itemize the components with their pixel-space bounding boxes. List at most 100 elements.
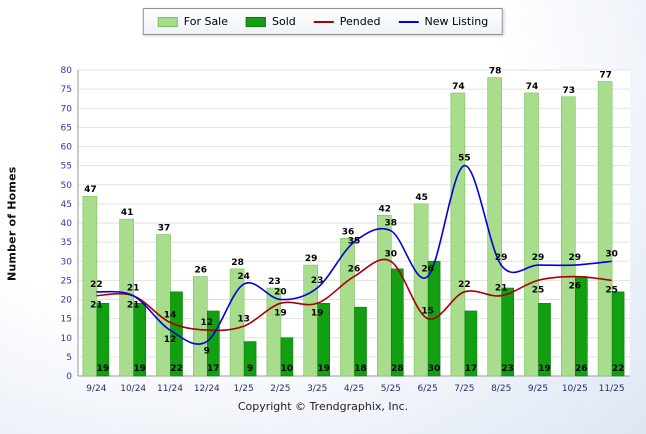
bar-for-sale (450, 92, 466, 377)
svg-text:28: 28 (231, 258, 244, 268)
svg-text:5/25: 5/25 (381, 384, 401, 394)
bar-sold (280, 337, 294, 377)
pended-swatch (313, 20, 334, 23)
svg-text:17: 17 (465, 364, 478, 374)
legend: For Sale Sold Pended New Listing (142, 8, 504, 35)
svg-text:9: 9 (247, 364, 253, 374)
legend-item-sold: Sold (246, 15, 296, 28)
copyright-text: Copyright © Trendgraphix, Inc. (237, 400, 409, 413)
svg-text:30: 30 (428, 364, 441, 374)
svg-text:20: 20 (274, 288, 287, 298)
for-sale-swatch (157, 16, 178, 27)
svg-text:26: 26 (575, 364, 588, 374)
svg-text:45: 45 (415, 193, 428, 203)
svg-text:19: 19 (317, 364, 330, 374)
svg-text:60: 60 (61, 143, 73, 153)
svg-text:19: 19 (538, 364, 551, 374)
legend-label-new-listing: New Listing (424, 15, 489, 28)
bar-for-sale (376, 215, 392, 377)
svg-text:23: 23 (501, 364, 514, 374)
svg-text:22: 22 (90, 280, 103, 290)
bar-for-sale (82, 195, 98, 377)
svg-text:10/24: 10/24 (120, 384, 146, 394)
svg-text:2/25: 2/25 (270, 384, 290, 394)
svg-text:80: 80 (61, 66, 73, 76)
x-axis-labels: 9/24 10/24 11/24 12/24 1/25 2/25 3/25 4/25 5/25 6… (86, 384, 624, 394)
svg-text:8/25: 8/25 (491, 384, 511, 394)
svg-text:13: 13 (237, 314, 250, 324)
svg-text:65: 65 (61, 123, 72, 133)
svg-text:17: 17 (207, 364, 220, 374)
svg-text:29: 29 (495, 253, 508, 263)
svg-text:6/25: 6/25 (417, 384, 437, 394)
svg-text:12: 12 (201, 318, 214, 328)
svg-text:55: 55 (61, 162, 72, 172)
svg-text:36: 36 (342, 227, 355, 237)
svg-text:10: 10 (281, 364, 294, 374)
new-listing-swatch (398, 20, 419, 23)
svg-text:10: 10 (61, 334, 73, 344)
svg-text:3/25: 3/25 (307, 384, 327, 394)
svg-text:12: 12 (164, 335, 177, 345)
svg-text:0: 0 (66, 372, 72, 382)
legend-label-for-sale: For Sale (183, 15, 229, 28)
bar-sold (207, 310, 220, 377)
svg-text:75: 75 (61, 85, 72, 95)
svg-text:22: 22 (458, 280, 471, 290)
svg-text:28: 28 (391, 364, 404, 374)
bar-sold (501, 287, 515, 377)
svg-text:50: 50 (61, 181, 73, 191)
svg-text:19: 19 (133, 364, 146, 374)
bar-sold (354, 306, 367, 377)
svg-text:4/25: 4/25 (344, 384, 364, 394)
bar-for-sale (487, 77, 503, 377)
bar-for-sale (119, 218, 134, 377)
svg-text:15: 15 (421, 307, 434, 317)
svg-text:26: 26 (348, 265, 361, 275)
bars: 47 19 41 19 37 22 26 17 28 9 23 10 29 19 36 18 42 28 45 30 7… (82, 67, 625, 377)
svg-text:20: 20 (61, 296, 73, 306)
svg-text:21: 21 (90, 301, 103, 311)
svg-text:26: 26 (421, 265, 434, 275)
svg-text:30: 30 (605, 249, 618, 259)
bar-sold (464, 310, 478, 377)
svg-text:12/24: 12/24 (194, 384, 220, 394)
svg-text:19: 19 (97, 364, 110, 374)
svg-text:25: 25 (532, 285, 545, 295)
svg-text:30: 30 (61, 257, 73, 267)
svg-text:9: 9 (204, 347, 210, 357)
bar-for-sale (560, 96, 576, 377)
svg-text:19: 19 (311, 308, 324, 318)
svg-text:25: 25 (61, 276, 72, 286)
svg-text:41: 41 (121, 208, 134, 218)
svg-text:38: 38 (385, 219, 398, 229)
svg-text:9/25: 9/25 (528, 384, 548, 394)
line-new-listing (96, 164, 612, 345)
line-labels: 21 22 21 21 14 12 12 9 13 24 19 20 19 23 26 35 30 38 15 26 2… (90, 154, 618, 357)
svg-text:29: 29 (532, 253, 545, 263)
svg-text:37: 37 (158, 223, 171, 233)
svg-text:21: 21 (495, 284, 508, 294)
svg-text:5: 5 (66, 353, 72, 363)
bar-for-sale (597, 81, 613, 377)
bar-sold (243, 341, 257, 377)
bar-for-sale (524, 92, 539, 377)
svg-text:74: 74 (526, 82, 539, 92)
svg-text:21: 21 (127, 301, 140, 311)
bar-for-sale (266, 287, 282, 377)
bar-sold (96, 303, 110, 377)
svg-text:35: 35 (61, 238, 72, 248)
legend-item-for-sale: For Sale (157, 15, 229, 28)
svg-text:22: 22 (170, 364, 183, 374)
svg-text:9/24: 9/24 (86, 384, 106, 394)
svg-text:70: 70 (61, 104, 73, 114)
svg-text:30: 30 (385, 249, 398, 259)
svg-text:26: 26 (569, 282, 582, 292)
svg-text:47: 47 (84, 185, 97, 195)
svg-text:11/24: 11/24 (157, 384, 183, 394)
svg-text:26: 26 (195, 266, 208, 276)
legend-label-pended: Pended (339, 15, 381, 28)
bar-sold (317, 303, 331, 377)
bar-for-sale (156, 234, 171, 377)
